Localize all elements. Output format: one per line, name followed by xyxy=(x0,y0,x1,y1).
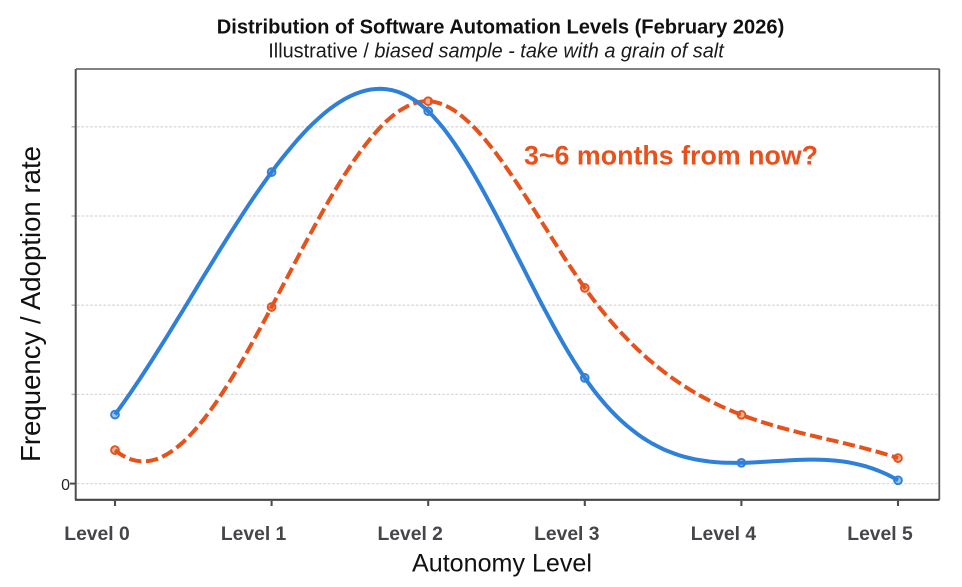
svg-text:Level 2: Level 2 xyxy=(378,524,443,545)
svg-text:Distribution of Software Autom: Distribution of Software Automation Leve… xyxy=(217,17,785,39)
svg-text:Level 0: Level 0 xyxy=(64,524,129,545)
svg-text:Autonomy Level: Autonomy Level xyxy=(412,550,592,578)
svg-text:Illustrative / biased sample -: Illustrative / biased sample - take with… xyxy=(268,41,725,63)
svg-text:Level 3: Level 3 xyxy=(534,524,600,545)
svg-text:Frequency / Adoption rate: Frequency / Adoption rate xyxy=(15,146,46,462)
svg-text:Level 4: Level 4 xyxy=(691,524,757,545)
svg-text:Level 1: Level 1 xyxy=(221,524,287,545)
svg-text:3~6 months from now?: 3~6 months from now? xyxy=(524,141,818,171)
svg-text:0: 0 xyxy=(61,477,70,494)
svg-text:Level 5: Level 5 xyxy=(847,524,913,545)
